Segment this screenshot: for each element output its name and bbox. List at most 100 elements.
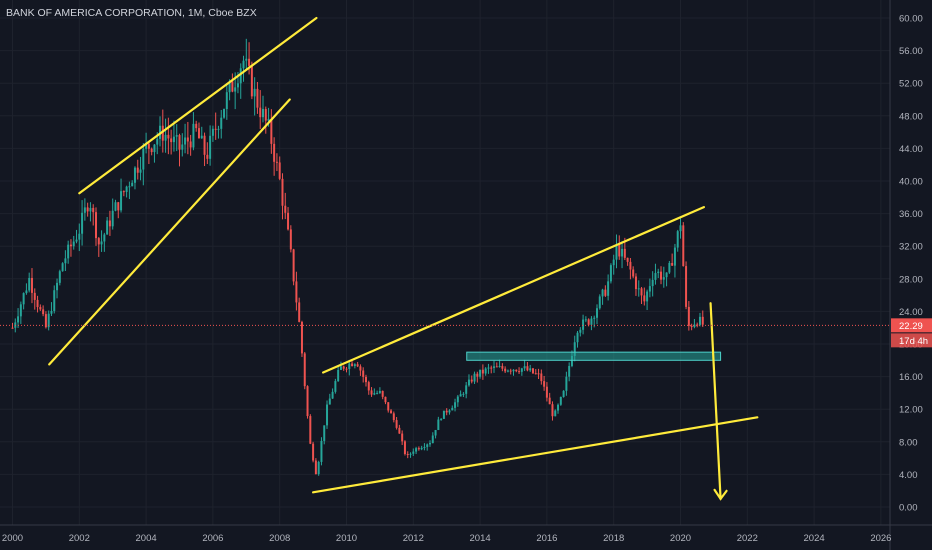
candle [660,266,663,285]
candle [484,367,487,376]
x-tick-label: 2020 [670,533,691,544]
candle [19,301,22,324]
candle [437,416,440,431]
y-tick-label: 44.00 [899,144,923,155]
last-price-tag: 22.29 [891,318,932,333]
candle [584,316,587,323]
candle [220,110,223,139]
x-tick-label: 2012 [403,533,424,544]
candle [615,234,618,269]
trendline[interactable] [78,16,318,195]
x-tick-label: 2010 [336,533,357,544]
trendline[interactable] [48,98,291,366]
x-tick-label: 2026 [870,533,891,544]
candle [30,268,33,304]
candle [362,367,365,383]
candle [540,369,543,385]
x-tick-label: 2024 [804,533,825,544]
candle [626,257,629,266]
candle [114,199,117,212]
candle [200,126,203,139]
candle [654,263,657,285]
chart-title: BANK OF AMERICA CORPORATION, 1M, Cboe BZ… [6,7,257,19]
countdown-tag: 17d 4h [891,333,932,348]
candle [643,287,646,306]
x-tick-label: 2022 [737,533,758,544]
candle [370,387,373,397]
candle [493,360,496,373]
candle [164,118,167,153]
y-tick-label: 48.00 [899,111,923,122]
candle [490,365,493,374]
candle [423,443,426,451]
candle [679,216,682,239]
candle [326,400,329,429]
x-tick-label: 2008 [269,533,290,544]
candle [465,381,468,399]
x-axis[interactable]: 2000 2002 2004 2006 2008 2010 2012 2014 2016 2018… [2,533,892,544]
candle [596,304,598,325]
candle [320,437,323,466]
candle [359,364,362,376]
candle [197,122,200,139]
countdown-tag-bg [891,333,932,348]
candle [17,308,20,328]
x-tick-label: 2016 [536,533,557,544]
trendline[interactable] [312,416,759,494]
candle [209,125,212,166]
x-tick-label: 2004 [136,533,157,544]
candle [106,216,109,235]
candle [671,253,674,266]
candle [637,280,640,297]
candle [351,361,354,367]
candle [512,369,515,376]
candle [531,367,534,375]
y-tick-label: 12.00 [899,405,923,416]
candle [131,180,134,187]
countdown-value: 17d 4h [899,336,928,347]
candle [662,266,665,288]
candle [195,120,198,132]
candle [467,374,470,387]
candle [323,425,326,445]
candle [548,392,551,405]
candle [551,401,554,421]
candle [100,230,103,252]
candle [504,366,507,374]
candle [250,61,253,100]
y-tick-label: 36.00 [899,209,923,220]
candle [314,458,317,475]
candle [328,393,331,405]
candle [543,375,546,391]
candle [153,144,156,163]
candle [292,248,295,286]
candle [698,312,701,327]
candle [693,319,696,329]
candle [520,367,523,376]
candle [612,254,615,275]
candle [181,133,184,157]
candle [618,235,621,260]
candle [178,133,181,167]
candle [682,222,685,267]
candle [356,361,359,368]
candle [559,396,562,406]
candle [495,362,498,368]
candle [476,371,479,383]
candle [298,297,301,323]
support-zone[interactable] [466,351,722,361]
candle [184,123,187,154]
candle [462,392,465,398]
candle [568,362,571,382]
grid [0,0,890,525]
candle [448,409,451,415]
candle [607,274,610,301]
down-arrow[interactable] [709,302,728,501]
candle [590,316,593,331]
candle [217,125,220,139]
candle [170,129,173,155]
trendline[interactable] [322,205,705,374]
candle [651,271,654,297]
candle [78,223,81,252]
